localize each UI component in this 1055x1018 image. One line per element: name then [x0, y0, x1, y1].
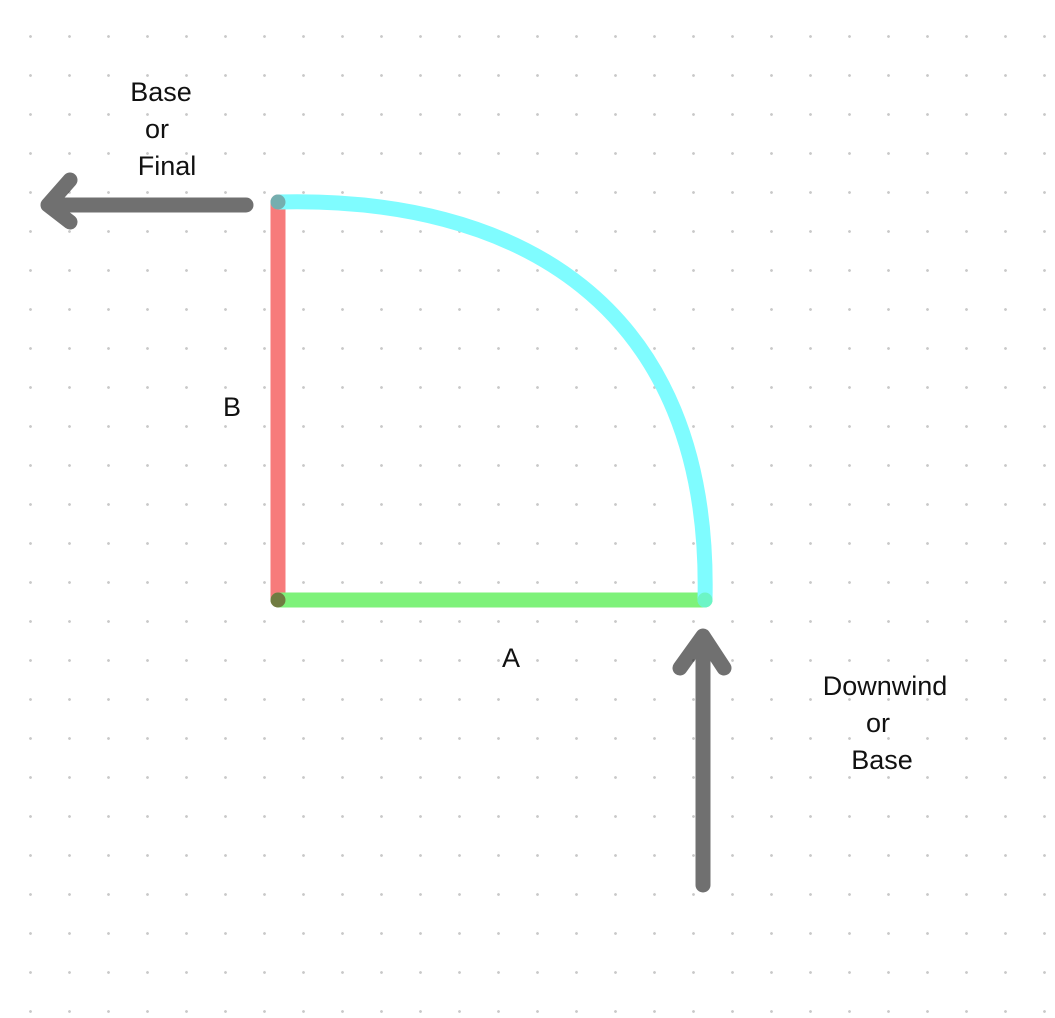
label-downwind-or-base-line2: or — [865, 708, 891, 738]
label-downwind-or-base-line1: Downwind — [822, 671, 948, 701]
label-downwind-or-base-line3: Base — [851, 745, 913, 775]
left-arrow — [40, 172, 254, 230]
corner-dot-top — [270, 194, 286, 210]
up-arrow — [672, 628, 732, 893]
label-base-or-final-line3: Final — [137, 151, 197, 181]
corner-dot-origin — [270, 592, 286, 608]
corner-dot-right — [697, 592, 713, 608]
label-side-a: A — [501, 643, 521, 673]
label-side-b: B — [222, 392, 242, 422]
label-base-or-final-line2: or — [144, 114, 170, 144]
label-base-or-final-line1: Base — [130, 77, 192, 107]
turn-arc — [270, 194, 713, 608]
